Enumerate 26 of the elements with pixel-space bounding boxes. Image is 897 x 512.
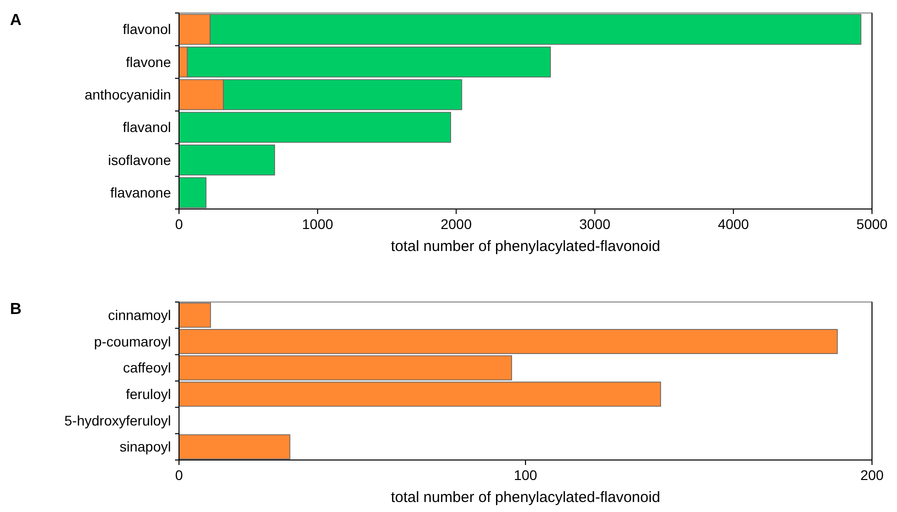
x-tick-label: 1000 [302, 216, 334, 232]
y-tick-label: isoflavone [108, 152, 172, 168]
y-tick-label: cinnamoyl [108, 307, 171, 324]
y-tick-label: flavanone [110, 184, 172, 201]
y-tick-label: anthocyanidin [84, 86, 171, 103]
y-tick-label: flavonol [122, 21, 171, 38]
x-tick-label: 100 [514, 467, 538, 483]
y-tick-label: 5-hydroxyferuloyl [64, 412, 171, 428]
x-tick-label: 2000 [440, 216, 472, 232]
x-tick-label: 200 [860, 467, 884, 483]
y-tick-label: sinapoyl [120, 438, 171, 455]
y-tick-label: p-coumaroyl [94, 333, 171, 350]
text: A [10, 12, 22, 29]
y-tick-label: flavone [126, 54, 172, 70]
x-tick-label: 4000 [718, 216, 750, 232]
x-tick-label: 0 [175, 467, 184, 483]
x-tick-label: 0 [175, 216, 184, 232]
x-axis-title: total number of phenylacylated-flavonoid [390, 238, 660, 255]
y-tick-label: caffeoyl [123, 360, 171, 376]
bar [178, 434, 290, 460]
y-tick-label: flavanol [122, 119, 171, 136]
x-axis-title: total number of phenylacylated-flavonoid [390, 489, 660, 506]
x-tick-label: 5000 [856, 216, 888, 232]
text: B [10, 301, 22, 318]
y-tick-label: feruloyl [126, 386, 171, 402]
x-tick-label: 3000 [579, 216, 611, 232]
